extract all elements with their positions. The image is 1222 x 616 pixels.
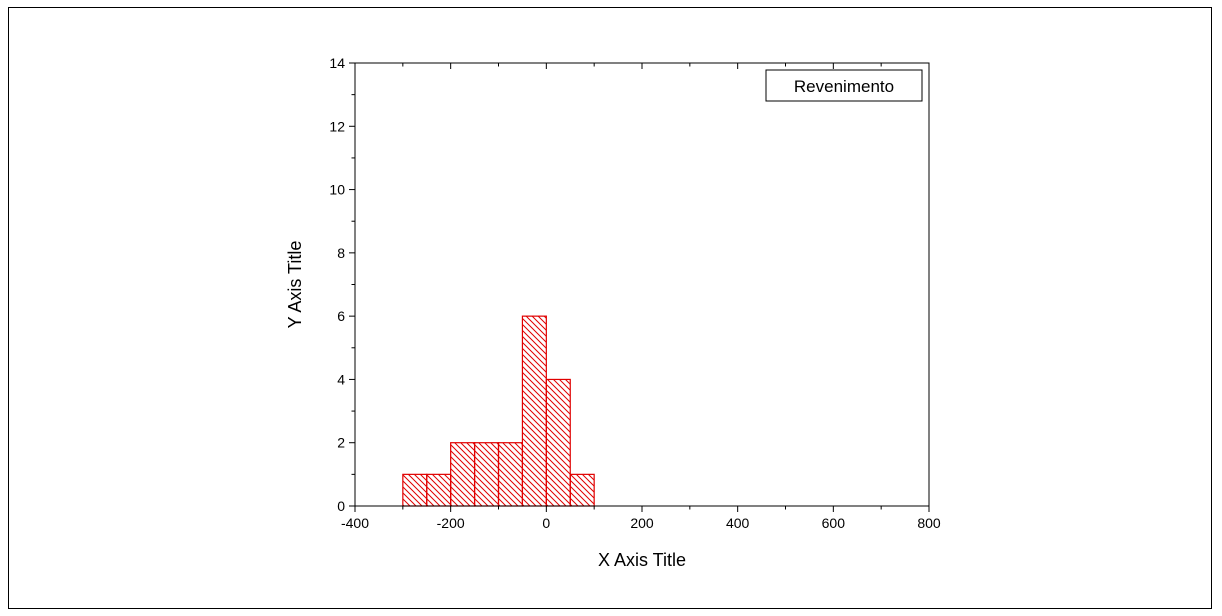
histogram-bar xyxy=(545,378,571,507)
histogram-bar xyxy=(473,442,500,507)
histogram-bar xyxy=(497,442,524,507)
y-axis-title: Y Axis Title xyxy=(285,241,305,329)
bars-group xyxy=(402,315,595,507)
x-tick-label: 200 xyxy=(630,515,654,531)
legend-box xyxy=(765,69,923,102)
plot-area-frame xyxy=(354,62,930,507)
x-axis-title: X Axis Title xyxy=(598,550,686,570)
y-tick-label: 4 xyxy=(337,371,345,387)
chart-frame xyxy=(8,7,1212,609)
histogram-bar xyxy=(521,315,547,507)
x-tick-label: -400 xyxy=(341,515,369,531)
y-tick-label: 6 xyxy=(337,308,345,324)
y-tick-label: 14 xyxy=(329,55,345,71)
x-tick-label: 400 xyxy=(726,515,750,531)
y-tick-label: 0 xyxy=(337,498,345,514)
legend: Revenimento xyxy=(765,69,923,102)
y-tick-label: 12 xyxy=(329,118,345,134)
x-tick-label: 800 xyxy=(917,515,941,531)
histogram-bar xyxy=(402,473,428,507)
x-tick-label: 600 xyxy=(822,515,846,531)
y-tick-label: 2 xyxy=(337,435,345,451)
y-tick-label: 8 xyxy=(337,245,345,261)
histogram-bar xyxy=(450,442,476,507)
x-tick-label: -200 xyxy=(437,515,465,531)
legend-entry: Revenimento xyxy=(794,77,894,96)
ticks-group: -400 -200 0 200 400 600 800 0 2 4 6 8 10 12 14 xyxy=(329,55,940,531)
histogram-bar xyxy=(426,473,452,507)
y-tick-label: 10 xyxy=(329,182,345,198)
x-tick-label: 0 xyxy=(542,515,550,531)
histogram-bar xyxy=(569,473,595,507)
